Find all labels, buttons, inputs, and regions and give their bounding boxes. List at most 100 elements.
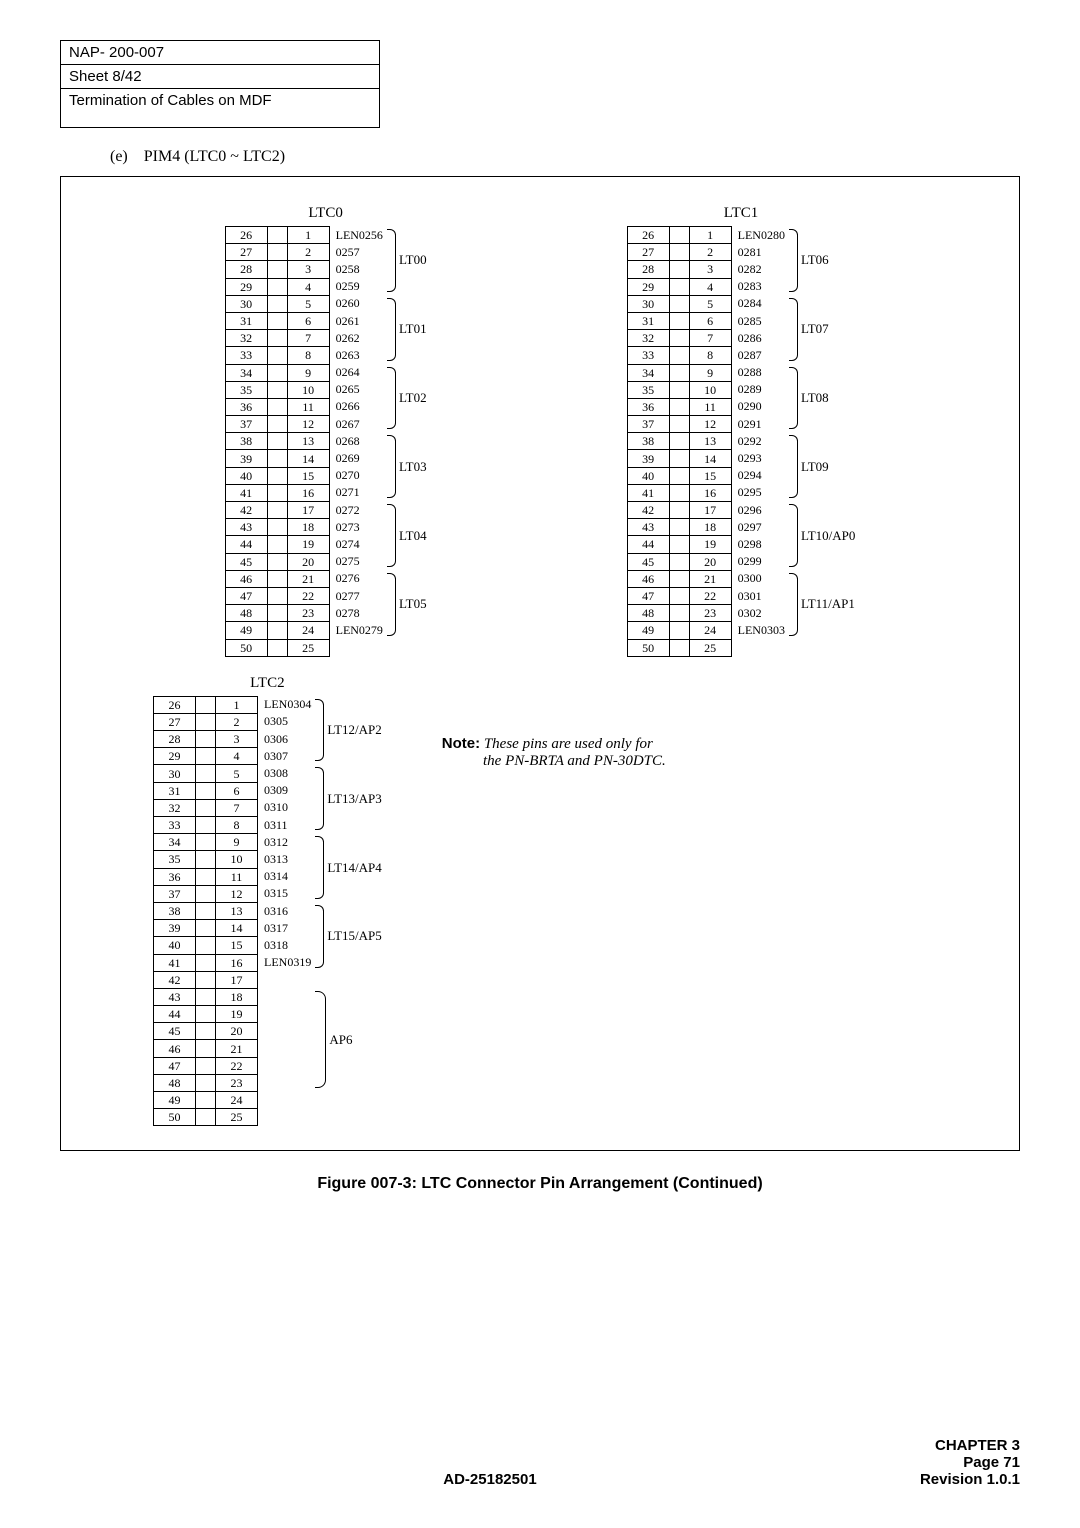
pin-gap (196, 902, 216, 919)
len-value: 0267 (336, 415, 383, 432)
subsection: (e) PIM4 (LTC0 ~ LTC2) (110, 148, 1020, 166)
pin-gap (267, 622, 287, 639)
pin-gap (196, 868, 216, 885)
pin-gap (196, 1057, 216, 1074)
pin-left: 47 (225, 587, 267, 604)
len-column: LEN0304030503060307030803090310031103120… (264, 696, 311, 971)
pin-left: 37 (154, 885, 196, 902)
pin-left: 39 (627, 450, 669, 467)
pin-right: 11 (287, 398, 329, 415)
len-value: 0315 (264, 885, 311, 902)
len-value: 0273 (336, 518, 383, 535)
pin-left: 49 (225, 622, 267, 639)
pin-left: 37 (225, 416, 267, 433)
pin-left: 47 (627, 587, 669, 604)
len-value: 0293 (738, 449, 785, 466)
pin-left: 29 (225, 278, 267, 295)
footer-doc: AD-25182501 (443, 1471, 536, 1488)
ltc0-block: LTC0261272283294305316327338349351036113… (225, 205, 427, 657)
lt-group: LT15/AP5 (315, 902, 381, 971)
block-title: LTC0 (308, 205, 342, 222)
len-value: 0294 (738, 467, 785, 484)
pin-left: 37 (627, 416, 669, 433)
pin-table: 2612722832943053163273383493510361137123… (153, 696, 258, 1127)
len-value: 0292 (738, 432, 785, 449)
pin-right: 2 (287, 244, 329, 261)
len-value: 0276 (336, 570, 383, 587)
len-value: 0258 (336, 260, 383, 277)
len-value: 0302 (738, 604, 785, 621)
lt-group: LT11/AP1 (789, 570, 855, 639)
lt-group: LT02 (387, 364, 427, 433)
len-value: 0297 (738, 518, 785, 535)
len-value: 0265 (336, 381, 383, 398)
note-label: Note: (442, 735, 480, 752)
pin-gap (196, 765, 216, 782)
pin-right: 6 (216, 782, 258, 799)
nap-line: NAP- 200-007 (61, 41, 379, 65)
pin-gap (669, 450, 689, 467)
pin-left: 31 (225, 312, 267, 329)
pin-right: 10 (689, 381, 731, 398)
pin-right: 21 (287, 570, 329, 587)
pin-left: 30 (627, 295, 669, 312)
len-value: 0262 (336, 329, 383, 346)
pin-left: 32 (225, 330, 267, 347)
lt-group: LT05 (387, 570, 427, 639)
len-value: LEN0256 (336, 226, 383, 243)
len-value: 0300 (738, 570, 785, 587)
pin-right: 2 (689, 244, 731, 261)
len-value: 0312 (264, 833, 311, 850)
pin-left: 34 (627, 364, 669, 381)
len-value: 0260 (336, 295, 383, 312)
header-box: NAP- 200-007 Sheet 8/42 Termination of C… (60, 40, 380, 128)
pin-gap (267, 227, 287, 244)
len-value: 0310 (264, 799, 311, 816)
pin-left: 42 (225, 502, 267, 519)
pin-gap (669, 536, 689, 553)
pin-gap (669, 244, 689, 261)
footer-chapter: CHAPTER 3 (920, 1437, 1020, 1454)
pin-gap (669, 381, 689, 398)
pin-right: 22 (216, 1057, 258, 1074)
pin-right: 7 (689, 330, 731, 347)
pin-left: 41 (225, 484, 267, 501)
pin-left: 50 (154, 1109, 196, 1126)
pin-left: 36 (225, 398, 267, 415)
pin-gap (196, 817, 216, 834)
pin-left: 34 (154, 834, 196, 851)
pin-gap (267, 587, 287, 604)
pin-right: 23 (689, 605, 731, 622)
pin-left: 36 (627, 398, 669, 415)
len-value: 0282 (738, 260, 785, 277)
pin-gap (196, 1040, 216, 1057)
lt-group: LT13/AP3 (315, 764, 381, 833)
pin-right: 23 (287, 605, 329, 622)
pin-right: 25 (287, 639, 329, 656)
bottom-row: LTC2261272283294305316327338349351036113… (153, 675, 999, 1127)
pin-right: 16 (689, 484, 731, 501)
pin-right: 24 (216, 1092, 258, 1109)
pin-left: 35 (154, 851, 196, 868)
pin-right: 16 (287, 484, 329, 501)
pin-right: 9 (689, 364, 731, 381)
len-value: 0296 (738, 501, 785, 518)
pin-left: 46 (627, 570, 669, 587)
pin-left: 31 (627, 312, 669, 329)
pin-gap (196, 782, 216, 799)
pin-right: 20 (216, 1023, 258, 1040)
lt-column: LT12/AP2LT13/AP3LT14/AP4LT15/AP5AP6 (315, 696, 381, 1091)
pin-right: 18 (689, 519, 731, 536)
pin-gap (196, 748, 216, 765)
pin-left: 42 (154, 971, 196, 988)
pin-left: 26 (627, 227, 669, 244)
len-value: 0284 (738, 295, 785, 312)
pin-left: 48 (627, 605, 669, 622)
pin-gap (196, 954, 216, 971)
pin-left: 45 (627, 553, 669, 570)
len-value: LEN0279 (336, 621, 383, 638)
len-value: LEN0304 (264, 696, 311, 713)
note-line2: the PN-BRTA and PN-30DTC. (483, 753, 666, 769)
lt-group: LT06 (789, 226, 855, 295)
len-value: 0278 (336, 604, 383, 621)
